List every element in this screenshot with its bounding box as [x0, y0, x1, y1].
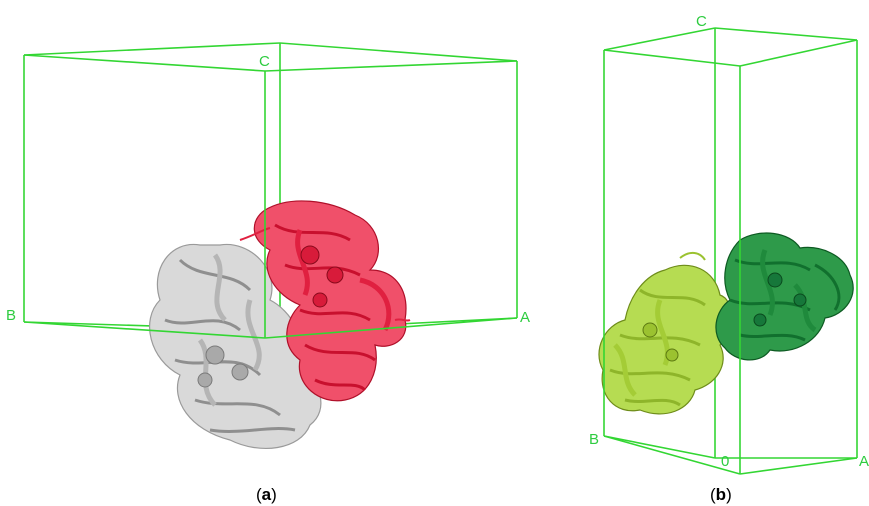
panel-caption-a: (a): [256, 485, 277, 504]
protein-molecule-grey: [149, 243, 322, 450]
axis-label-c: C: [259, 53, 270, 70]
unit-cell-b-back: [603, 27, 858, 459]
protein-molecule-red: [239, 200, 411, 402]
unit-cell-a-front: [23, 54, 518, 339]
axis-label-b: B: [589, 431, 599, 448]
protein-molecule-lime: [598, 252, 732, 415]
panel-b: C B A 0 (b): [589, 13, 869, 504]
unit-cell-b-front: [603, 39, 858, 475]
axis-label-origin: 0: [721, 453, 729, 470]
axis-label-a: A: [859, 453, 869, 470]
protein-molecule-green: [715, 232, 854, 361]
axis-label-c: C: [696, 13, 707, 30]
axis-label-a: A: [520, 309, 530, 326]
panel-a: C B A (a): [6, 42, 530, 504]
axis-label-b: B: [6, 307, 16, 324]
panel-caption-b: (b): [710, 485, 732, 504]
